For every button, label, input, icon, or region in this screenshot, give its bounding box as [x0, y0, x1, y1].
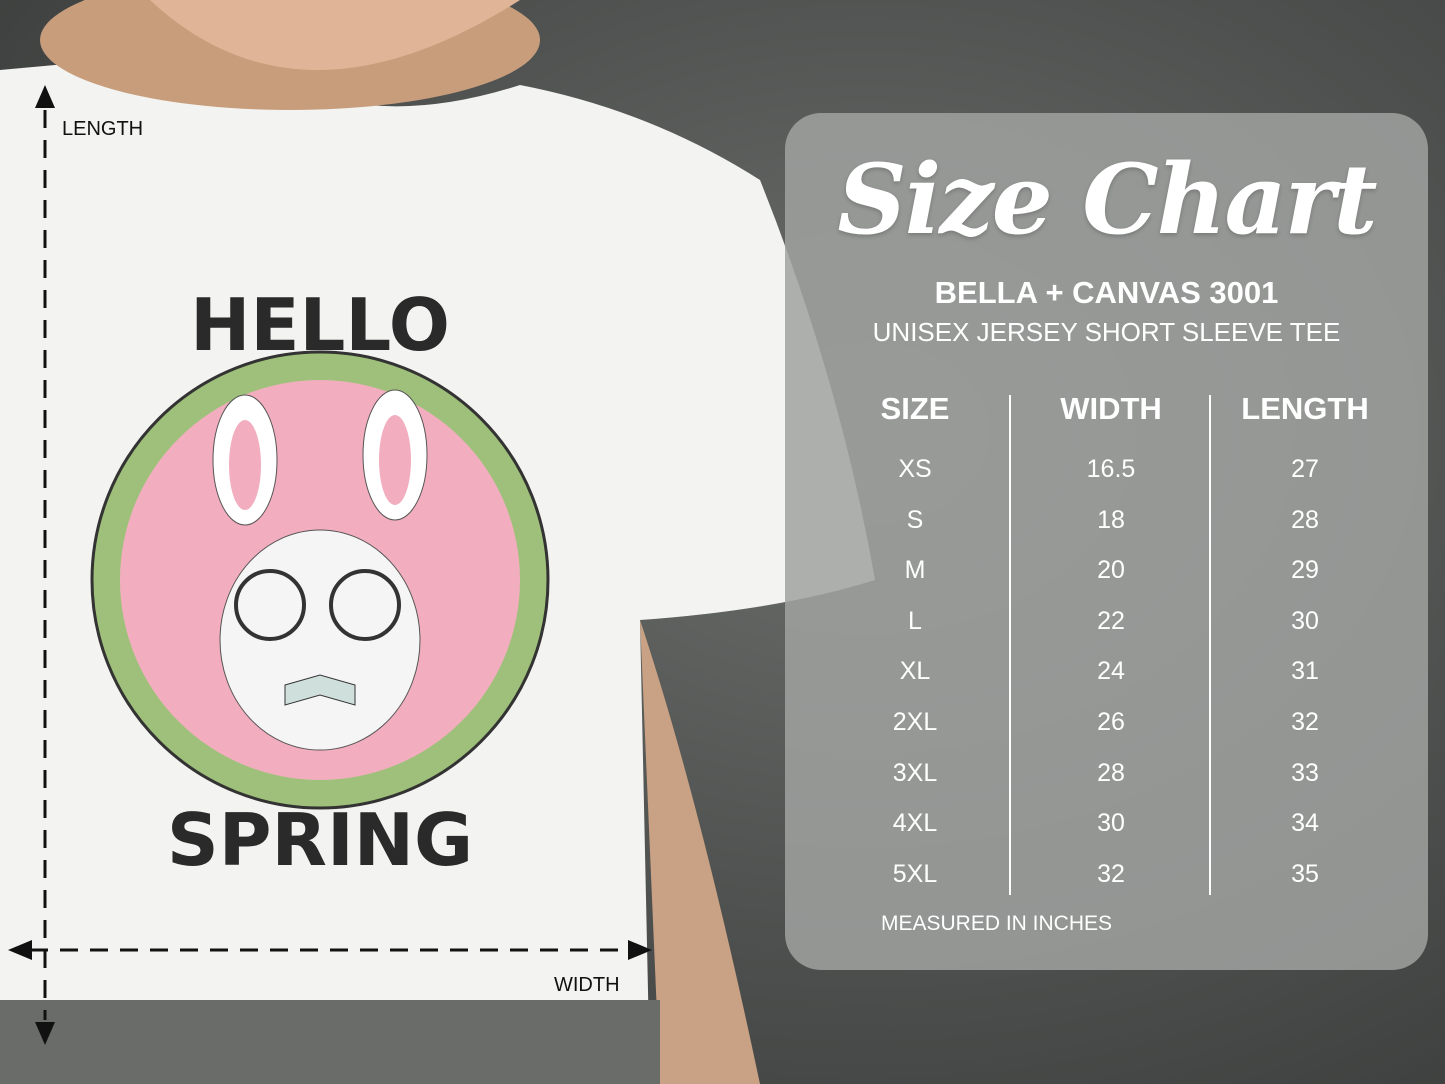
table-cell: 18	[1097, 505, 1125, 534]
table-cell: 32	[1291, 707, 1319, 736]
table-cell: 24	[1097, 657, 1125, 686]
table-cell: 35	[1291, 859, 1319, 888]
column-divider	[1009, 395, 1011, 895]
column-header: LENGTH	[1241, 391, 1369, 426]
length-label: LENGTH	[62, 118, 144, 140]
width-label: WIDTH	[554, 974, 620, 996]
width-arrow	[8, 940, 652, 960]
brand-name: BELLA + CANVAS 3001	[934, 275, 1279, 310]
column-header: SIZE	[880, 391, 950, 426]
table-cell: 28	[1291, 505, 1319, 534]
table-cell: XL	[899, 657, 931, 686]
size-column: SIZE XS S M L XL 2XL 3XL 4XL 5XL	[815, 391, 1015, 910]
table-cell: 33	[1291, 758, 1319, 787]
design-bottom-text: SPRING	[167, 798, 473, 882]
table-cell: 28	[1097, 758, 1125, 787]
table-cell: XS	[898, 455, 932, 483]
width-column: WIDTH 16.5 18 20 22 24 26 28 30 32	[1011, 391, 1211, 910]
design-top-text: HELLO	[190, 283, 450, 367]
table-cell: 27	[1291, 455, 1319, 483]
column-divider	[1209, 395, 1211, 895]
table-cell: 16.5	[1086, 455, 1136, 483]
table-cell: 22	[1097, 606, 1125, 635]
measurement-note: MEASURED IN INCHES	[881, 912, 1113, 935]
table-cell: 29	[1291, 556, 1319, 585]
table-cell: S	[906, 505, 924, 534]
table-cell: 26	[1097, 707, 1125, 736]
table-cell: 20	[1097, 556, 1125, 585]
table-cell: 32	[1097, 859, 1125, 888]
table-cell: 30	[1291, 606, 1319, 635]
table-cell: 3XL	[892, 758, 938, 787]
table-cell: L	[908, 606, 922, 635]
size-chart-panel: Size Chart BELLA + CANVAS 3001 UNISEX JE…	[785, 113, 1428, 970]
length-column: LENGTH 27 28 29 30 31 32 33 34 35	[1205, 391, 1405, 910]
table-cell: 2XL	[892, 707, 938, 736]
column-header: WIDTH	[1060, 391, 1162, 426]
hello-spring-design: HELLO SPRING	[90, 283, 550, 882]
table-cell: 31	[1291, 657, 1319, 686]
table-cell: 30	[1097, 809, 1125, 838]
length-arrow	[35, 85, 55, 1045]
table-cell: 34	[1291, 809, 1319, 838]
product-subtitle: UNISEX JERSEY SHORT SLEEVE TEE	[872, 317, 1341, 347]
table-cell: 5XL	[892, 859, 938, 888]
chart-title: Size Chart	[837, 143, 1377, 256]
table-cell: M	[904, 556, 926, 585]
table-cell: 4XL	[892, 809, 938, 838]
